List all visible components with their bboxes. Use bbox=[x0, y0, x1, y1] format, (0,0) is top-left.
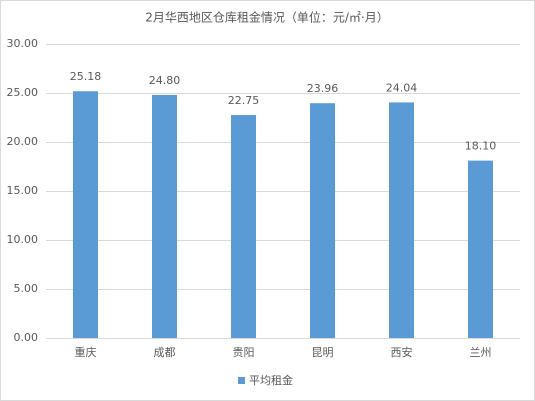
legend-label: 平均租金 bbox=[249, 373, 293, 387]
legend-swatch bbox=[238, 377, 245, 384]
x-tick-label: 西安 bbox=[391, 345, 413, 359]
data-label: 22.75 bbox=[228, 94, 260, 107]
x-tick-label: 成都 bbox=[154, 346, 176, 359]
y-tick-label: 30.00 bbox=[7, 37, 39, 50]
y-tick-label: 25.00 bbox=[7, 86, 39, 99]
data-label: 23.96 bbox=[307, 82, 339, 95]
y-tick-label: 20.00 bbox=[7, 135, 39, 148]
bar bbox=[73, 91, 98, 339]
bar bbox=[152, 94, 177, 339]
y-tick-label: 5.00 bbox=[14, 282, 39, 295]
data-label: 25.18 bbox=[70, 70, 102, 83]
bar bbox=[231, 115, 256, 338]
data-label: 24.80 bbox=[149, 74, 181, 87]
y-tick-label: 15.00 bbox=[7, 184, 39, 197]
x-tick-label: 贵阳 bbox=[233, 346, 255, 359]
x-tick-label: 昆明 bbox=[312, 346, 334, 359]
x-tick-label: 重庆 bbox=[75, 345, 97, 359]
data-label: 24.04 bbox=[386, 81, 418, 94]
x-tick-label: 兰州 bbox=[470, 346, 492, 359]
y-tick-label: 10.00 bbox=[7, 233, 39, 246]
chart-title: 2月华西地区仓库租金情况（单位：元/㎡·月） bbox=[145, 10, 389, 25]
bar bbox=[310, 103, 335, 338]
bar bbox=[389, 102, 414, 339]
data-label: 18.10 bbox=[465, 140, 497, 153]
bar bbox=[468, 160, 493, 338]
y-tick-label: 0.00 bbox=[14, 331, 39, 344]
